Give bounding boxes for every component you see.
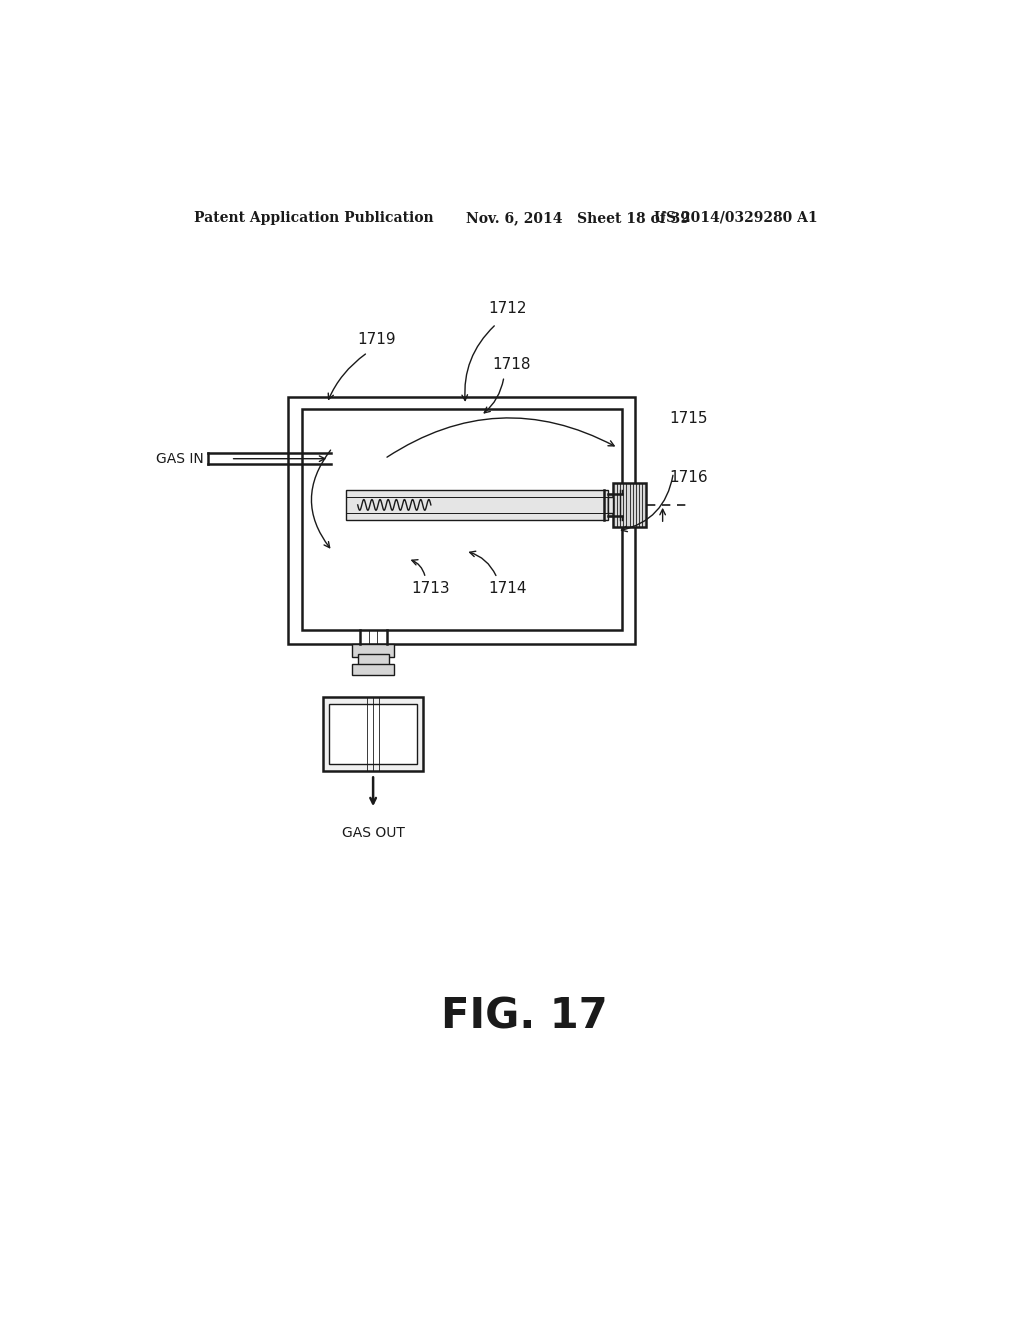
Bar — [330, 704, 417, 764]
Text: FIG. 17: FIG. 17 — [441, 997, 608, 1038]
Text: Nov. 6, 2014   Sheet 18 of 39: Nov. 6, 2014 Sheet 18 of 39 — [466, 211, 689, 224]
Text: 1719: 1719 — [357, 331, 396, 347]
Bar — [289, 397, 635, 644]
Bar — [608, 494, 622, 516]
Text: GAS IN: GAS IN — [156, 451, 204, 466]
Text: 1713: 1713 — [412, 581, 451, 595]
Text: 1712: 1712 — [488, 301, 527, 315]
Bar — [323, 697, 423, 771]
Bar — [352, 644, 394, 657]
Bar — [301, 409, 622, 631]
Bar — [357, 653, 388, 668]
Bar — [352, 664, 394, 675]
Bar — [613, 483, 646, 527]
Text: Patent Application Publication: Patent Application Publication — [194, 211, 433, 224]
Bar — [346, 490, 608, 520]
Text: US 2014/0329280 A1: US 2014/0329280 A1 — [654, 211, 818, 224]
Text: 1718: 1718 — [493, 358, 531, 372]
Text: 1716: 1716 — [670, 470, 709, 486]
Bar — [608, 498, 613, 512]
Text: 1715: 1715 — [670, 411, 708, 426]
Text: GAS OUT: GAS OUT — [342, 826, 404, 840]
Text: 1714: 1714 — [488, 581, 527, 595]
